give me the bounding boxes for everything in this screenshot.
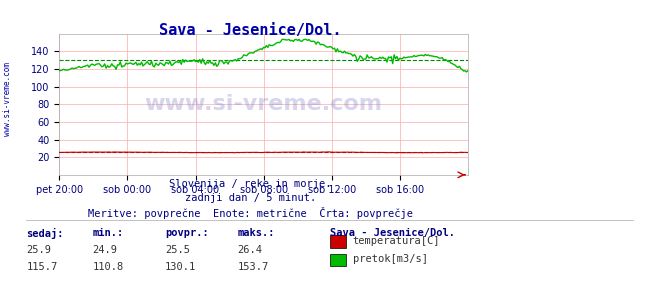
Text: 115.7: 115.7 [26, 262, 57, 272]
Text: 153.7: 153.7 [237, 262, 268, 272]
Text: Slovenija / reke in morje.: Slovenija / reke in morje. [169, 179, 331, 189]
Text: temperatura[C]: temperatura[C] [353, 236, 440, 246]
Text: min.:: min.: [92, 228, 123, 238]
Text: pretok[m3/s]: pretok[m3/s] [353, 254, 428, 265]
Text: Sava - Jesenice/Dol.: Sava - Jesenice/Dol. [159, 23, 341, 38]
Text: www.si-vreme.com: www.si-vreme.com [3, 62, 13, 136]
Text: 130.1: 130.1 [165, 262, 196, 272]
Text: sedaj:: sedaj: [26, 228, 64, 239]
Text: 26.4: 26.4 [237, 245, 262, 255]
Text: 24.9: 24.9 [92, 245, 117, 255]
Text: 25.9: 25.9 [26, 245, 51, 255]
Text: 25.5: 25.5 [165, 245, 190, 255]
Text: maks.:: maks.: [237, 228, 275, 238]
Text: povpr.:: povpr.: [165, 228, 208, 238]
Text: 110.8: 110.8 [92, 262, 123, 272]
Text: www.si-vreme.com: www.si-vreme.com [144, 94, 383, 114]
Text: Meritve: povprečne  Enote: metrične  Črta: povprečje: Meritve: povprečne Enote: metrične Črta:… [88, 207, 413, 219]
Text: zadnji dan / 5 minut.: zadnji dan / 5 minut. [185, 193, 316, 203]
Text: Sava - Jesenice/Dol.: Sava - Jesenice/Dol. [330, 228, 455, 238]
